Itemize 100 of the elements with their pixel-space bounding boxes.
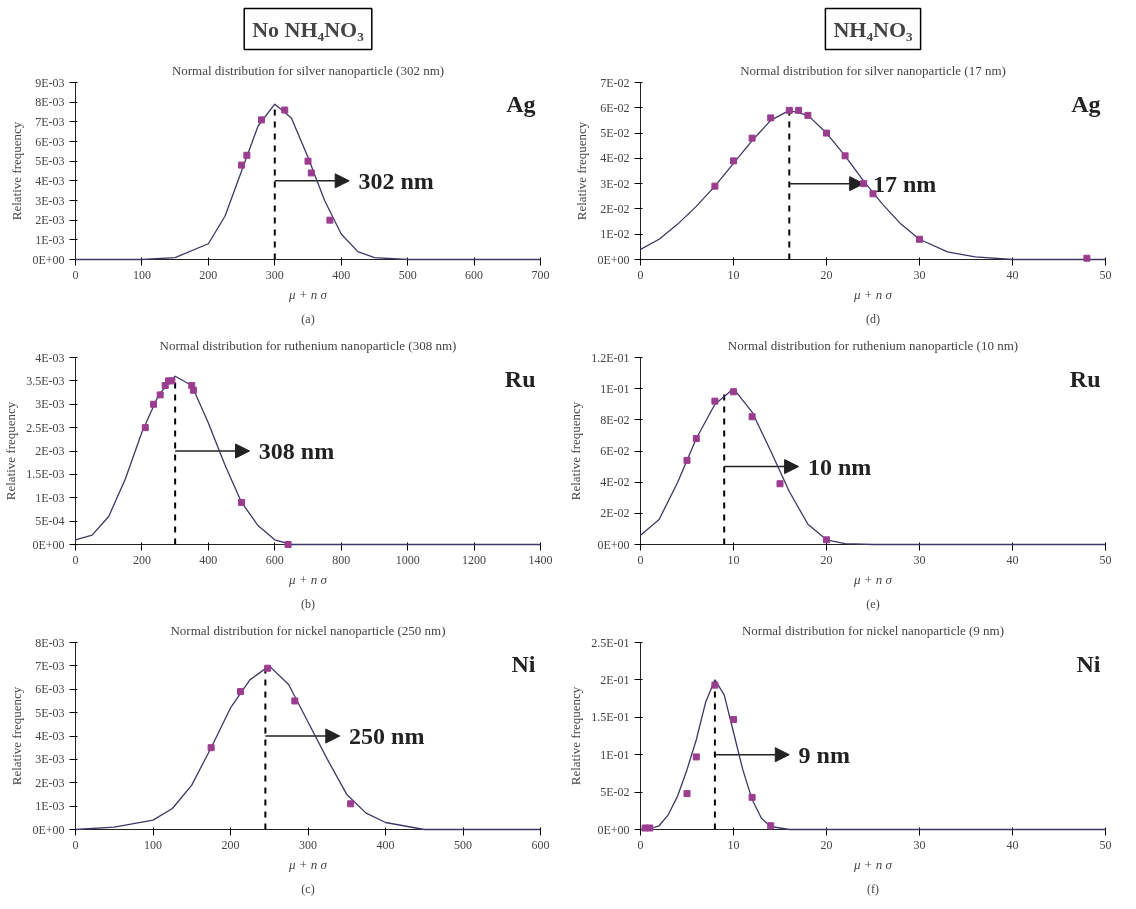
annotation: Ag	[506, 90, 536, 117]
x-tick-label: 0	[72, 837, 79, 852]
x-tick-label: 300	[299, 837, 317, 852]
y-tick-label: 4E-03	[35, 729, 65, 743]
y-tick-label: 6E-02	[600, 444, 630, 458]
annotation: 308 nm	[258, 438, 335, 464]
x-tick-label: 0	[637, 837, 644, 852]
chart-title: Normal distribution for silver nanoparticle (17 nm)	[740, 62, 1006, 78]
x-tick-label: 1400	[528, 552, 553, 567]
y-tick-label: 5E-03	[35, 705, 65, 720]
x-axis-title: μ + n σ	[853, 286, 893, 302]
y-tick-label: 2E-01	[600, 672, 630, 687]
y-tick-label: 9E-03	[35, 75, 65, 90]
text: (f)	[867, 881, 880, 896]
x-axis-title: μ + n σ	[288, 286, 328, 302]
x-tick-label: 400	[332, 267, 351, 282]
y-tick-label: 8E-03	[35, 635, 65, 650]
annotation: Ag	[1071, 90, 1101, 117]
annotation: 17 nm	[873, 170, 937, 197]
x-tick-label: 200	[132, 552, 151, 567]
y-tick-label: 6E-02	[600, 100, 630, 115]
chart-title: Normal distribution for ruthenium nanoparticle (308 nm)	[159, 337, 457, 353]
x-tick-label: 30	[913, 552, 926, 567]
x-tick-label: 0	[637, 552, 644, 567]
y-tick-label: 0E+00	[32, 822, 65, 837]
y-tick-label: 2E-03	[35, 213, 65, 228]
x-axis-title: μ + n σ	[288, 856, 328, 872]
x-tick-label: 40	[1006, 837, 1019, 852]
y-tick-label: 8E-02	[600, 412, 630, 427]
y-tick-label: 8E-03	[35, 95, 65, 110]
x-tick-label: 600	[465, 267, 484, 282]
y-tick-label: 1E-03	[35, 799, 65, 814]
y-tick-label: 0E+00	[32, 537, 65, 552]
x-tick-label: 30	[913, 267, 926, 282]
x-axis-title: μ + n σ	[288, 571, 328, 587]
x-tick-label: 50	[1099, 552, 1112, 567]
text: (c)	[301, 881, 315, 896]
x-tick-label: 10	[727, 552, 740, 567]
x-tick-label: 30	[913, 837, 926, 852]
y-tick-label: 0E+00	[597, 252, 630, 267]
y-tick-label: 7E-03	[35, 658, 65, 673]
annotation: Ru	[1069, 365, 1101, 392]
y-tick-label: 0E+00	[597, 537, 630, 552]
y-tick-label: 5E-03	[35, 154, 65, 169]
text: (e)	[866, 596, 880, 611]
y-tick-label: 4E-02	[600, 151, 630, 166]
y-tick-label: 6E-03	[35, 682, 65, 697]
y-axis-title: Relative frequency	[568, 401, 584, 501]
y-tick-label: 3E-02	[600, 176, 630, 191]
y-tick-label: 1E-01	[600, 381, 630, 396]
x-tick-label: 700	[531, 267, 550, 282]
x-tick-label: 50	[1099, 267, 1112, 282]
y-tick-label: 2E-02	[600, 506, 630, 521]
text: (d)	[866, 311, 880, 326]
y-tick-label: 1.2E-01	[591, 350, 630, 365]
chart-title: Normal distribution for ruthenium nanoparticle (10 nm)	[727, 337, 1019, 353]
chart-subtitle: NH₄NO₃	[833, 16, 913, 42]
y-tick-label: 3E-03	[35, 397, 65, 412]
x-tick-label: 1200	[462, 552, 487, 567]
x-tick-label: 600	[265, 552, 284, 567]
x-tick-label: 40	[1006, 267, 1019, 282]
y-tick-label: 1.5E-03	[26, 467, 65, 482]
x-tick-label: 1000	[395, 552, 420, 567]
x-tick-label: 0	[72, 267, 79, 282]
x-tick-label: 0	[637, 267, 644, 282]
text: (b)	[301, 596, 315, 611]
annotation: Ni	[1076, 650, 1101, 677]
x-tick-label: 400	[376, 837, 395, 852]
x-tick-label: 200	[199, 267, 218, 282]
x-tick-label: 20	[820, 552, 833, 567]
x-tick-label: 100	[144, 837, 162, 852]
y-tick-label: 2E-03	[35, 444, 65, 458]
y-tick-label: 5E-04	[35, 514, 65, 529]
y-axis-title: Relative frequency	[568, 686, 584, 786]
y-tick-label: 3E-03	[35, 193, 65, 208]
x-tick-label: 400	[199, 552, 218, 567]
y-tick-label: 2.5E-03	[26, 420, 65, 435]
x-tick-label: 50	[1099, 837, 1112, 852]
x-tick-label: 200	[221, 837, 240, 852]
y-tick-label: 2.5E-01	[591, 635, 630, 650]
y-tick-label: 3E-03	[35, 752, 65, 767]
chart-subtitle: No NH₄NO₃	[252, 16, 365, 42]
x-tick-label: 10	[727, 837, 740, 852]
y-tick-label: 4E-03	[35, 173, 65, 188]
y-tick-label: 4E-02	[600, 475, 630, 490]
y-tick-label: 6E-03	[35, 134, 65, 149]
annotation: Ni	[511, 650, 536, 677]
y-axis-title: Relative frequency	[9, 686, 25, 786]
x-tick-label: 100	[132, 267, 151, 282]
x-tick-label: 0	[72, 552, 79, 567]
y-tick-label: 2E-03	[35, 775, 65, 790]
x-tick-label: 10	[727, 267, 740, 282]
y-tick-label: 4E-03	[35, 350, 65, 365]
chart-title: Normal distribution for nickel nanoparticle (250 nm)	[170, 622, 446, 638]
y-tick-label: 1E-02	[600, 227, 630, 242]
y-tick-label: 1E-03	[35, 490, 65, 505]
annotation: 10 nm	[807, 453, 872, 480]
annotation: Ru	[504, 365, 536, 392]
y-tick-label: 1.5E-01	[591, 710, 630, 725]
x-axis-title: μ + n σ	[853, 571, 893, 587]
